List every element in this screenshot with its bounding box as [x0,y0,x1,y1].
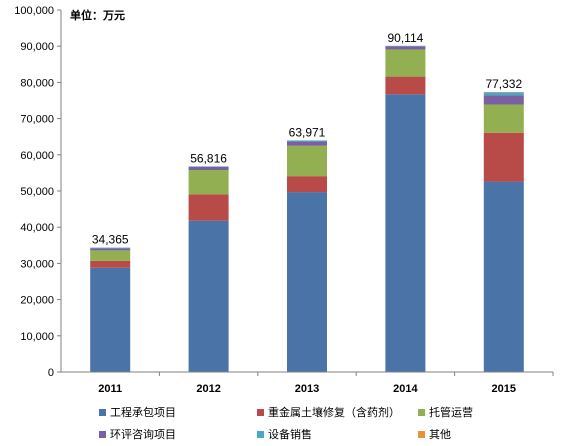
legend: 工程承包项目 重金属土壤修复（含药剂） 托管运营环评咨询项目 设备销售 其他 [0,398,561,446]
bar-segment [287,145,327,177]
bar-segment [188,194,229,221]
y-tick-label: 80,000 [20,77,54,89]
bar-segment [385,49,426,77]
stacked-bar-chart: 0 10,000 20,000 30,000 40,000 50,000 60,000 70,… [14,5,554,395]
legend-swatch [257,430,264,438]
bar-stacks [90,45,524,372]
total-labels: 34,365 56,816 63,971 90,114 77,332 [92,31,523,247]
bar-segment [483,132,524,182]
bar-segment [483,92,524,96]
legend-swatch [257,408,264,416]
total-data-label: 34,365 [92,233,129,247]
legend-item: 其他 [418,426,451,442]
bar-segment [287,176,327,193]
legend-label: 其他 [429,428,451,441]
bar-segment [385,76,426,95]
bar-segment [287,141,327,146]
bar-segment [90,247,131,249]
bar-segment [287,192,327,372]
y-tick-label: 40,000 [20,222,54,234]
bar-segment [483,104,524,133]
legend-label: 环评咨询项目 [110,428,176,441]
bar-segment [90,267,131,372]
bar-segment [483,181,524,372]
legend-item: 工程承包项目 [99,404,176,420]
bar-segment [188,170,229,195]
total-data-label: 77,332 [485,77,522,91]
bar-segment [90,248,131,251]
legend-swatch [418,408,425,416]
bar-segment [90,250,131,261]
legend-item: 重金属土壤修复（含药剂） [257,404,400,420]
bar-segment [287,140,327,142]
y-tick-label: 10,000 [20,331,54,343]
y-tick-label: 50,000 [20,186,54,198]
legend-swatch [418,430,425,438]
y-tick-label: 70,000 [20,114,54,126]
legend-label: 重金属土壤修复（含药剂） [268,406,400,419]
bar-segment [188,166,229,171]
bar-segment [385,46,426,50]
bar-segment [483,95,524,105]
legend-item: 设备销售 [257,426,312,442]
x-tick-label: 2012 [196,383,220,395]
legend-label: 设备销售 [268,428,312,441]
x-tick-label: 2011 [98,383,122,395]
y-tick-label: 30,000 [20,258,54,270]
legend-item: 环评咨询项目 [99,426,176,442]
bar-segment [90,260,131,268]
y-tick-label: 100,000 [14,5,54,17]
legend-label: 工程承包项目 [110,406,176,419]
bar-segment [385,94,426,372]
legend-label: 托管运营 [429,406,473,419]
x-tick-label: 2014 [393,383,418,395]
total-data-label: 90,114 [387,31,423,45]
legend-swatch [99,430,106,438]
total-data-label: 63,971 [289,125,326,139]
y-axis-ticks: 0 10,000 20,000 30,000 40,000 50,000 60,000 70,… [14,5,61,379]
bar-segment [188,220,229,372]
unit-label: 单位：万元 [70,8,125,22]
x-axis-labels: 2011 2012 2013 2014 2015 [98,372,554,395]
total-data-label: 56,816 [190,151,227,165]
legend-item: 托管运营 [418,404,473,420]
y-tick-label: 90,000 [20,41,54,53]
x-tick-label: 2013 [295,383,319,395]
y-tick-label: 60,000 [20,150,54,162]
y-tick-label: 0 [48,367,54,379]
y-tick-label: 20,000 [20,295,54,307]
x-tick-label: 2015 [492,383,516,395]
legend-swatch [99,408,106,416]
